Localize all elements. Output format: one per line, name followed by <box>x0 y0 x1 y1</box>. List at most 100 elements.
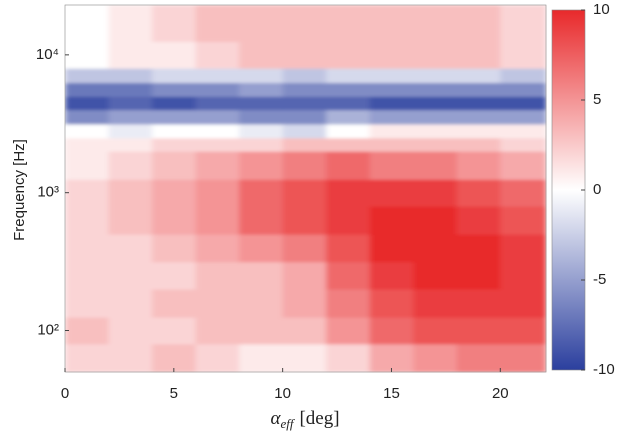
heatmap-cell <box>239 109 284 125</box>
heatmap-cell <box>500 109 547 125</box>
heatmap-cell <box>195 41 240 69</box>
heatmap-cell <box>326 206 371 235</box>
heatmap-cell <box>456 41 501 69</box>
heatmap-cell <box>456 68 501 84</box>
heatmap-cell <box>195 289 240 318</box>
x-tick-label: 5 <box>170 385 178 402</box>
x-label-symbol: α <box>270 408 281 429</box>
heatmap-cell <box>500 124 547 139</box>
heatmap-cell <box>65 137 110 152</box>
heatmap-cell <box>456 261 501 290</box>
heatmap-cell <box>500 151 547 180</box>
colorbar-tick-label: 10 <box>593 1 610 18</box>
heatmap-cell <box>239 124 284 139</box>
heatmap-cell <box>456 5 501 42</box>
heatmap-cell <box>326 261 371 290</box>
heatmap-cell <box>195 82 240 97</box>
y-tick-label: 10⁴ <box>36 46 59 63</box>
heatmap-cell <box>195 5 240 42</box>
heatmap-cell <box>413 5 458 42</box>
heatmap-cell <box>195 343 240 373</box>
heatmap-cell <box>108 41 153 69</box>
heatmap-cell <box>456 317 501 345</box>
heatmap-cell <box>152 343 197 373</box>
heatmap-cell <box>282 68 327 84</box>
heatmap-cell <box>413 41 458 69</box>
heatmap-cell <box>108 234 153 263</box>
heatmap-cell <box>152 124 197 139</box>
heatmap-cell <box>282 179 327 207</box>
heatmap-cell <box>195 109 240 125</box>
heatmap-cell <box>369 68 414 84</box>
heatmap-cell <box>239 179 284 207</box>
heatmap-cell <box>108 151 153 180</box>
heatmap-cell <box>282 234 327 263</box>
y-tick-label: 10³ <box>37 184 59 201</box>
heatmap-cell <box>195 206 240 235</box>
x-tick-label: 15 <box>383 385 400 402</box>
heatmap-cell <box>108 124 153 139</box>
heatmap-cell <box>326 179 371 207</box>
heatmap-cell <box>369 151 414 180</box>
heatmap-cell <box>500 261 547 290</box>
heatmap-cell <box>500 317 547 345</box>
heatmap-cell <box>369 109 414 125</box>
heatmap-cell <box>65 41 110 69</box>
heatmap-cell <box>500 68 547 84</box>
heatmap-cell <box>195 261 240 290</box>
heatmap-cell <box>282 206 327 235</box>
heatmap-cell <box>65 179 110 207</box>
heatmap-cell <box>239 137 284 152</box>
heatmap-cell <box>65 68 110 84</box>
heatmap-cell <box>282 124 327 139</box>
heatmap-cell <box>500 96 547 111</box>
heatmap-cell <box>456 179 501 207</box>
heatmap-cell <box>456 82 501 97</box>
heatmap-cell <box>282 317 327 345</box>
heatmap-cell <box>326 109 371 125</box>
heatmap-cell <box>413 317 458 345</box>
heatmap-cell <box>282 5 327 42</box>
heatmap-cell <box>369 234 414 263</box>
heatmap-cell <box>239 343 284 373</box>
heatmap-cell <box>65 289 110 318</box>
heatmap-cell <box>195 137 240 152</box>
colorbar-tick-label: -5 <box>593 271 606 288</box>
heatmap-cell <box>326 124 371 139</box>
heatmap-cell <box>65 206 110 235</box>
heatmap-cell <box>65 109 110 125</box>
heatmap-cell <box>369 41 414 69</box>
heatmap-cell <box>65 234 110 263</box>
heatmap-cell <box>65 317 110 345</box>
heatmap-cell <box>152 41 197 69</box>
heatmap-cell <box>500 343 547 373</box>
heatmap-cell <box>413 289 458 318</box>
y-axis-label: Frequency [Hz] <box>11 139 28 241</box>
heatmap-cell <box>369 261 414 290</box>
heatmap-cell <box>456 109 501 125</box>
heatmap-cell <box>239 82 284 97</box>
heatmap-cell <box>239 68 284 84</box>
x-label-subscript: eff <box>280 416 295 431</box>
heatmap-cell <box>282 151 327 180</box>
heatmap-cell <box>195 151 240 180</box>
heatmap-cell <box>108 68 153 84</box>
heatmap-cell <box>152 261 197 290</box>
heatmap-cell <box>65 261 110 290</box>
heatmap-cell <box>500 234 547 263</box>
heatmap-cell <box>152 289 197 318</box>
heatmap-cell <box>369 289 414 318</box>
heatmap-cell <box>500 137 547 152</box>
heatmap-cell <box>369 137 414 152</box>
heatmap-cell <box>282 261 327 290</box>
heatmap-cell <box>239 151 284 180</box>
heatmap-cell <box>282 96 327 111</box>
heatmap-cell <box>152 109 197 125</box>
heatmap-cell <box>195 124 240 139</box>
heatmap-cell <box>108 109 153 125</box>
heatmap-cell <box>456 343 501 373</box>
heatmap-cell <box>326 289 371 318</box>
heatmap-cell <box>65 5 110 42</box>
heatmap-cell <box>326 41 371 69</box>
